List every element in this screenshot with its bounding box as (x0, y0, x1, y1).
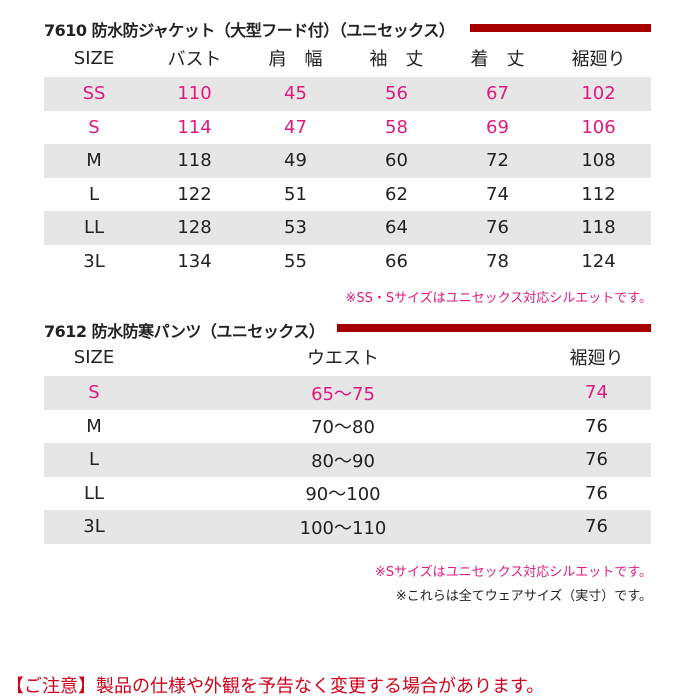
column-header: SIZE (73, 47, 115, 69)
table-cell: 122 (177, 183, 212, 205)
table-cell: 55 (284, 250, 307, 272)
table-row: L 80〜90 76 (44, 443, 651, 477)
table-cell: L (88, 183, 100, 205)
table-cell: 106 (581, 116, 616, 138)
table-cell: 108 (581, 150, 616, 172)
column-header: 裾廻り (569, 348, 624, 369)
table-cell: L (88, 449, 100, 471)
notice-footer: 【ご注意】製品の仕様や外観を予告なく変更する場合があります。 (6, 676, 545, 697)
table-cell: 128 (177, 217, 212, 239)
column-header: 肩 幅 (268, 49, 323, 70)
table-cell: 3L (83, 516, 105, 538)
table-row: 3L 100〜110 76 (44, 510, 651, 544)
table-cell: 66 (385, 250, 408, 272)
table-cell: SS (82, 83, 106, 105)
table-row: S 114 47 58 69 106 (44, 111, 651, 145)
table-cell: S (88, 382, 100, 404)
table-cell: LL (83, 217, 105, 239)
column-header: 裾廻り (571, 49, 626, 70)
table-cell: 62 (385, 183, 408, 205)
table-cell: 90〜100 (305, 484, 381, 506)
table-header: SIZE バスト 肩 幅 袖 丈 着 丈 裾廻り (44, 39, 651, 77)
table-cell: 76 (486, 217, 509, 239)
table-cell: 74 (486, 183, 509, 205)
table-cell: 70〜80 (311, 417, 375, 439)
pants-size-table: SIZE ウエスト 裾廻り S 65〜75 74 M 70〜80 76 L 80〜90 76 LL 90〜… (44, 338, 651, 544)
table-row: M 70〜80 76 (44, 410, 651, 444)
table-row: SS 110 45 56 67 102 (44, 77, 651, 111)
table-cell: 114 (177, 116, 212, 138)
table-cell: 74 (585, 382, 608, 404)
jacket-size-table: SIZE バスト 肩 幅 袖 丈 着 丈 裾廻り SS 110 45 56 67 102 S 114 47 5… (44, 39, 651, 278)
table-cell: 67 (486, 83, 509, 105)
table-cell: 47 (284, 116, 307, 138)
jacket-note: ※SS・Sサイズはユニセックス対応シルエットです。 (345, 291, 652, 306)
table-cell: M (86, 415, 102, 437)
column-header: ウエスト (307, 348, 379, 369)
table-row: S 65〜75 74 (44, 376, 651, 410)
table-cell: 76 (585, 415, 608, 437)
table-cell: 76 (585, 516, 608, 538)
table-cell: 100〜110 (299, 517, 387, 539)
table-row: LL 128 53 64 76 118 (44, 211, 651, 245)
table-cell: 69 (486, 116, 509, 138)
table-cell: 118 (581, 217, 616, 239)
table-header: SIZE ウエスト 裾廻り (44, 338, 651, 376)
table-cell: 110 (177, 83, 212, 105)
table-cell: 3L (83, 250, 105, 272)
table-cell: 112 (581, 183, 616, 205)
table-row: 3L 134 55 66 78 124 (44, 245, 651, 279)
title-bar (337, 324, 651, 332)
table-cell: 49 (284, 150, 307, 172)
table-cell: 64 (385, 217, 408, 239)
table-cell: 60 (385, 150, 408, 172)
column-header: 着 丈 (470, 49, 525, 70)
table-cell: 76 (585, 482, 608, 504)
table-cell: 65〜75 (311, 383, 375, 405)
table-row: M 118 49 60 72 108 (44, 144, 651, 178)
pants-note: ※Sサイズはユニセックス対応シルエットです。 (374, 565, 652, 580)
table-cell: M (86, 150, 102, 172)
table-row: L 122 51 62 74 112 (44, 178, 651, 212)
table-cell: 78 (486, 250, 509, 272)
column-header: バスト (167, 49, 222, 70)
table-cell: 118 (177, 150, 212, 172)
table-cell: 80〜90 (311, 450, 375, 472)
table-cell: 53 (284, 217, 307, 239)
table-cell: 56 (385, 83, 408, 105)
jacket-title: 7610 防水防ジャケット（大型フード付）（ユニセックス） (44, 21, 455, 40)
column-header: 袖 丈 (369, 49, 424, 70)
table-cell: 72 (486, 150, 509, 172)
pants-title: 7612 防水防寒パンツ（ユニセックス） (44, 322, 325, 341)
table-cell: 76 (585, 449, 608, 471)
table-cell: 134 (177, 250, 212, 272)
table-cell: 51 (284, 183, 307, 205)
table-cell: LL (83, 482, 105, 504)
table-cell: 102 (581, 83, 616, 105)
table-cell: 58 (385, 116, 408, 138)
table-cell: 124 (581, 250, 616, 272)
title-bar (470, 24, 651, 32)
table-cell: S (88, 116, 100, 138)
table-cell: 45 (284, 83, 307, 105)
column-header: SIZE (73, 346, 115, 368)
measurement-note: ※これらは全てウェアサイズ（実寸）です。 (395, 589, 652, 604)
table-row: LL 90〜100 76 (44, 477, 651, 511)
